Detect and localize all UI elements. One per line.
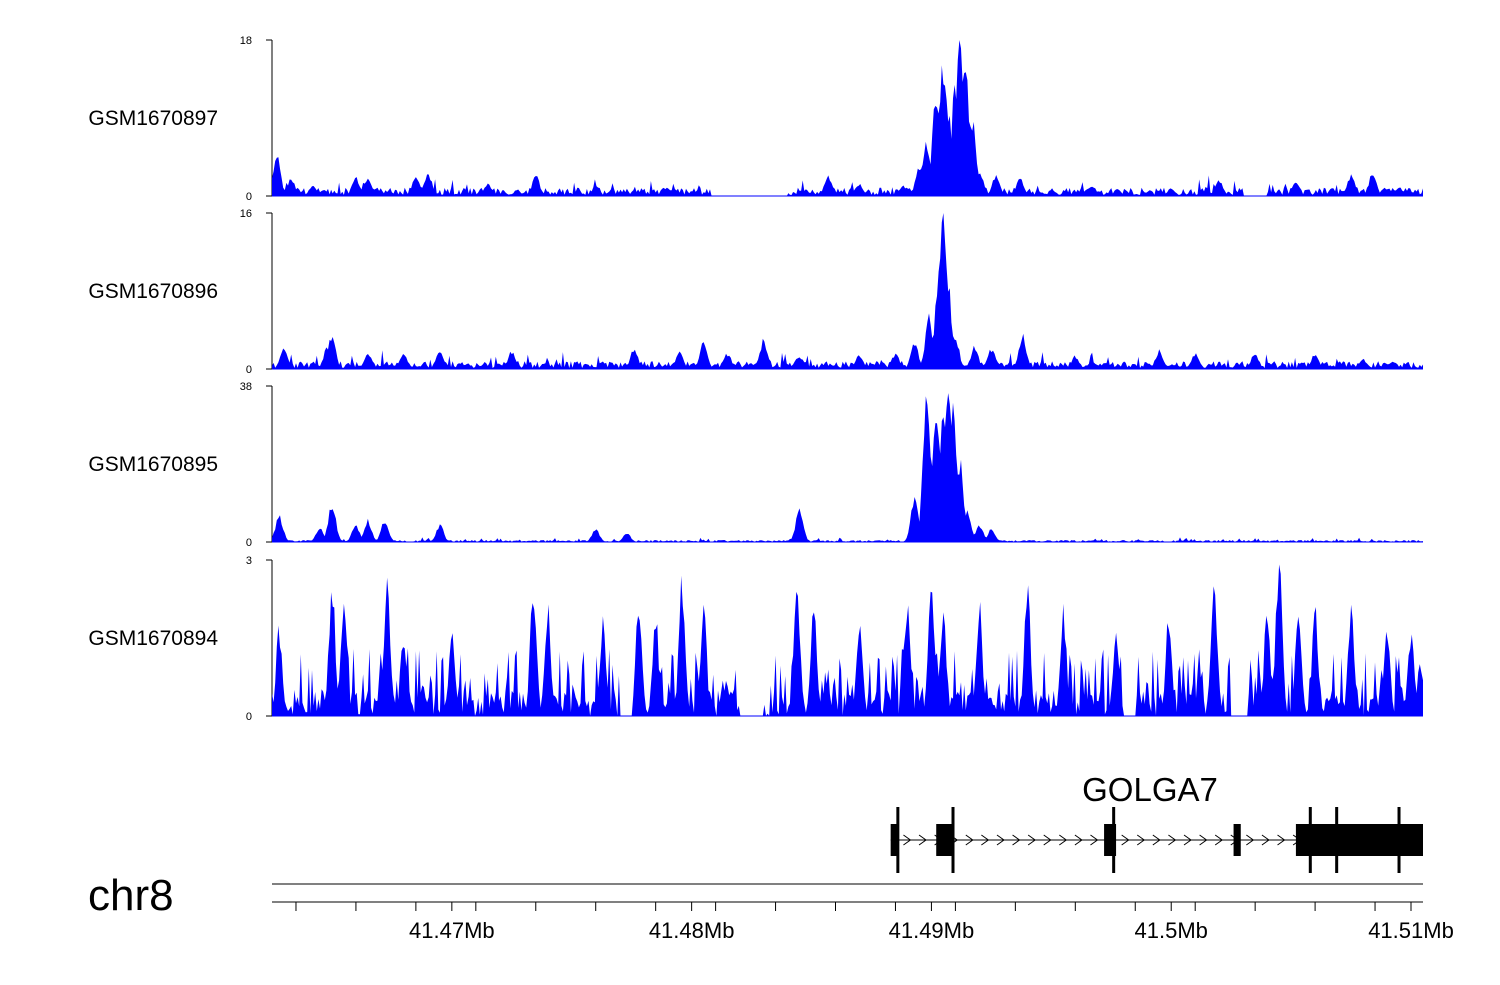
exon-boundary-mark: [951, 807, 955, 873]
strand-arrow: [918, 834, 927, 846]
strand-arrow: [1183, 834, 1192, 846]
strand-arrow: [1043, 834, 1052, 846]
y-tick-label-max: 18: [240, 35, 252, 47]
y-tick-label-min: 0: [246, 191, 252, 203]
strand-arrow: [981, 834, 990, 846]
gene-label: GOLGA7: [1082, 771, 1218, 808]
strand-arrow: [965, 834, 974, 846]
exon-boundary-mark: [1397, 807, 1401, 873]
coverage-area: [272, 213, 1423, 369]
strand-arrow: [1012, 834, 1021, 846]
chromosome-label: chr8: [88, 871, 174, 920]
gene-track: GOLGA7: [890, 771, 1423, 873]
strand-arrow: [1214, 834, 1224, 846]
axis-tick-label: 41.51Mb: [1368, 918, 1454, 943]
exon-boundary-mark: [1335, 807, 1339, 873]
strand-arrow: [1168, 834, 1177, 846]
coverage-area: [272, 564, 1423, 716]
genome-axis: chr8 41.47Mb 41.48Mb 41.49Mb 41.5Mb 41.51Mb: [88, 871, 1454, 943]
axis-tick-label: 41.5Mb: [1135, 918, 1208, 943]
strand-arrow: [1261, 834, 1270, 846]
strand-arrow: [1074, 834, 1083, 846]
track-label: GSM1670897: [88, 107, 218, 130]
strand-arrow: [1152, 834, 1161, 846]
y-tick-label-max: 3: [246, 555, 252, 567]
y-tick-label-min: 0: [246, 711, 252, 723]
y-tick-label-min: 0: [246, 364, 252, 376]
coverage-area: [272, 393, 1423, 542]
coverage-tracks: GSM1670897180GSM1670896160GSM1670895380G…: [88, 35, 1423, 723]
exon: [1233, 824, 1241, 856]
track-label: GSM1670896: [88, 280, 218, 303]
axis-tick-label: 41.48Mb: [649, 918, 735, 943]
exon: [890, 824, 898, 856]
strand-arrow: [1027, 834, 1037, 846]
exon-boundary-mark: [1112, 807, 1116, 873]
strand-arrow: [1136, 834, 1146, 846]
axis-tick-label: 41.47Mb: [409, 918, 495, 943]
strand-arrow: [903, 834, 912, 846]
track-label: GSM1670895: [88, 453, 218, 476]
track-GSM1670894: GSM1670894 3 0: [88, 555, 1423, 723]
track-GSM1670896: GSM1670896 16 0: [88, 208, 1423, 376]
y-tick-label-max: 38: [240, 381, 252, 393]
exon-boundary-mark: [1308, 807, 1312, 873]
exon: [1295, 824, 1423, 856]
axis-tick-label: 41.49Mb: [889, 918, 975, 943]
coverage-area: [272, 40, 1423, 196]
strand-arrow: [1246, 834, 1255, 846]
exon-boundary-mark: [896, 807, 900, 873]
strand-arrow: [1199, 834, 1208, 846]
strand-arrow: [1121, 834, 1130, 846]
y-tick-label-min: 0: [246, 537, 252, 549]
strand-arrow: [1090, 834, 1099, 846]
strand-arrow: [1277, 834, 1286, 846]
track-GSM1670897: GSM1670897 18 0: [88, 35, 1423, 203]
strand-arrow: [1059, 834, 1068, 846]
y-tick-label-max: 16: [240, 208, 252, 220]
exon: [1104, 824, 1117, 856]
strand-arrow: [996, 834, 1005, 846]
track-label: GSM1670894: [88, 627, 218, 650]
track-GSM1670895: GSM1670895 38 0: [88, 381, 1423, 549]
exon: [936, 824, 954, 856]
